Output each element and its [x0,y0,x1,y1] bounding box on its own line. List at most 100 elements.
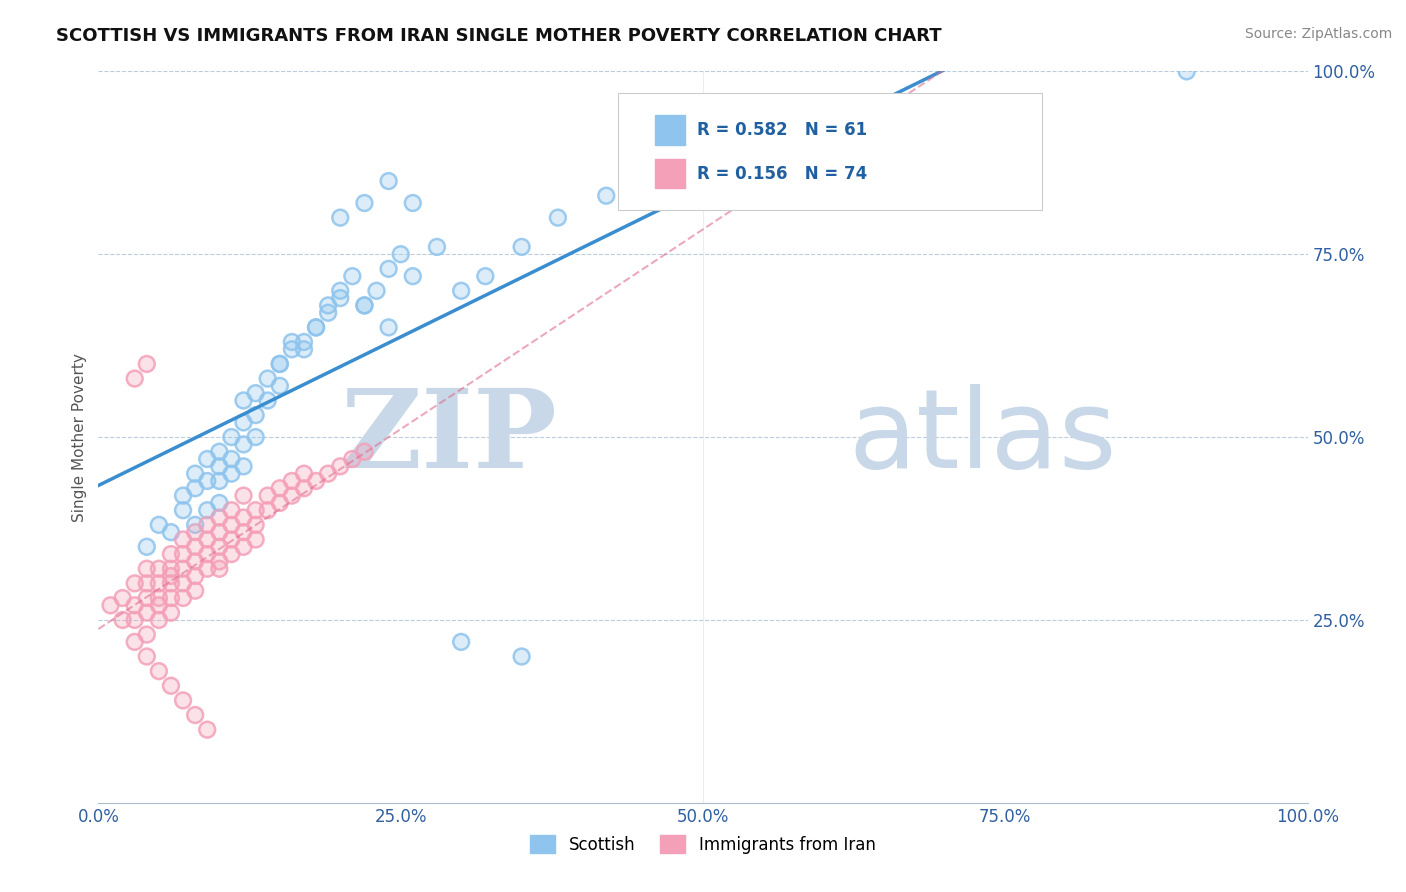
Point [172,576,194,591]
Point [377,320,399,334]
Point [184,708,207,723]
Point [389,247,412,261]
Point [221,452,243,467]
Point [377,174,399,188]
Point [135,627,157,641]
Point [135,606,157,620]
Point [111,613,134,627]
Point [281,474,304,488]
Point [329,459,352,474]
Point [208,554,231,568]
Point [232,459,254,474]
Point [305,320,328,334]
Point [221,547,243,561]
Point [148,613,170,627]
Point [232,437,254,451]
Point [232,393,254,408]
Point [232,459,254,474]
Point [195,562,218,576]
Point [148,562,170,576]
Point [148,664,170,678]
Point [547,211,569,225]
Point [184,708,207,723]
Point [426,240,449,254]
Point [135,562,157,576]
Bar [655,115,685,145]
Point [366,284,388,298]
Point [221,467,243,481]
Point [269,481,291,495]
Point [342,452,364,467]
Point [124,576,146,591]
Point [160,525,183,540]
Point [195,533,218,547]
Point [195,503,218,517]
Point [195,547,218,561]
Point [510,240,533,254]
Point [281,343,304,357]
Point [195,452,218,467]
Point [172,489,194,503]
Point [124,613,146,627]
Point [353,298,375,312]
Point [111,591,134,605]
Point [316,467,339,481]
Point [245,430,267,444]
Point [184,525,207,540]
Point [208,459,231,474]
Point [256,489,278,503]
Point [184,583,207,598]
Point [316,306,339,320]
Point [208,459,231,474]
Point [281,334,304,349]
Point [1175,64,1198,78]
Point [245,517,267,532]
FancyBboxPatch shape [619,94,1042,211]
Point [208,496,231,510]
Point [232,540,254,554]
Point [172,562,194,576]
Point [111,613,134,627]
Point [184,467,207,481]
Point [221,430,243,444]
Point [245,503,267,517]
Point [184,540,207,554]
Point [172,591,194,605]
Point [184,583,207,598]
Point [245,430,267,444]
Point [232,437,254,451]
Point [160,525,183,540]
Point [281,489,304,503]
Point [269,481,291,495]
Point [124,371,146,385]
Point [195,517,218,532]
Point [208,444,231,458]
Point [184,569,207,583]
Point [474,269,496,284]
Point [292,334,315,349]
Text: ZIP: ZIP [342,384,558,491]
Point [316,298,339,312]
Point [172,547,194,561]
Point [160,569,183,583]
Point [269,496,291,510]
Point [510,240,533,254]
Point [221,467,243,481]
Point [510,649,533,664]
Point [232,393,254,408]
Point [195,547,218,561]
Point [232,489,254,503]
Point [148,576,170,591]
Point [160,591,183,605]
Point [450,635,472,649]
Point [292,334,315,349]
Point [208,540,231,554]
Point [256,371,278,385]
Point [148,517,170,532]
Point [595,188,617,202]
Point [172,693,194,707]
Point [111,591,134,605]
Text: SCOTTISH VS IMMIGRANTS FROM IRAN SINGLE MOTHER POVERTY CORRELATION CHART: SCOTTISH VS IMMIGRANTS FROM IRAN SINGLE … [56,27,942,45]
Point [160,591,183,605]
Point [172,503,194,517]
